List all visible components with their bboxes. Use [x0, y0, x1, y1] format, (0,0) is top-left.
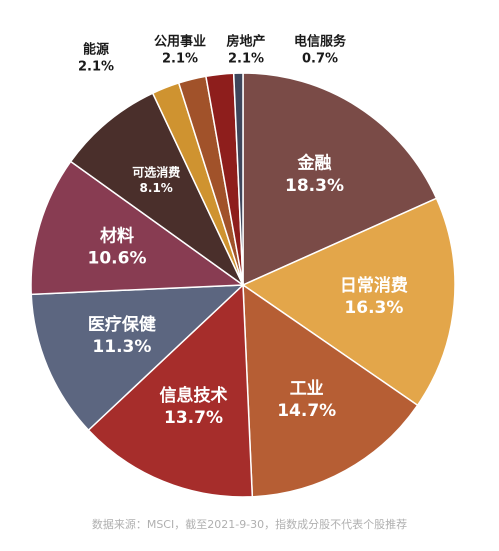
- pie-slice: [241, 197, 456, 407]
- slice-value-label: 13.7%: [164, 408, 223, 428]
- pie-slice: [87, 283, 254, 498]
- pie-slice: [242, 283, 419, 498]
- pie-slice: [30, 160, 246, 296]
- slice-label: 可选消费: [132, 165, 180, 180]
- slice-value-label: 2.1%: [228, 51, 264, 66]
- source-note: 数据来源：MSCI，截至2021-9-30，指数成分股不代表个股推荐: [91, 518, 408, 531]
- slice-value-label: 8.1%: [140, 181, 173, 195]
- slice-value-label: 2.1%: [78, 59, 114, 74]
- slice-label: 信息技术: [160, 385, 228, 406]
- slice-label: 日常消费: [340, 275, 408, 296]
- slice-label: 电信服务: [294, 34, 347, 50]
- slice-value-label: 2.1%: [162, 51, 198, 66]
- pie-slice: [69, 92, 245, 288]
- slice-label: 金融: [297, 153, 332, 174]
- slice-label: 工业: [290, 379, 324, 399]
- pie-slices: [30, 72, 456, 498]
- slice-value-label: 11.3%: [92, 337, 151, 357]
- slice-value-label: 0.7%: [302, 51, 338, 66]
- slice-value-label: 14.7%: [277, 401, 336, 421]
- pie-slice: [242, 72, 438, 287]
- slice-value-label: 10.6%: [88, 249, 147, 269]
- slice-label: 能源: [83, 42, 109, 58]
- slice-label: 材料: [100, 226, 134, 247]
- slice-label: 公用事业: [154, 34, 206, 50]
- slice-label: 房地产: [226, 34, 265, 50]
- pie-slice: [30, 284, 245, 432]
- slice-value-label: 18.3%: [285, 176, 344, 196]
- slice-value-label: 16.3%: [344, 298, 403, 318]
- pie-slice: [232, 72, 244, 286]
- slice-label: 医疗保健: [88, 314, 156, 335]
